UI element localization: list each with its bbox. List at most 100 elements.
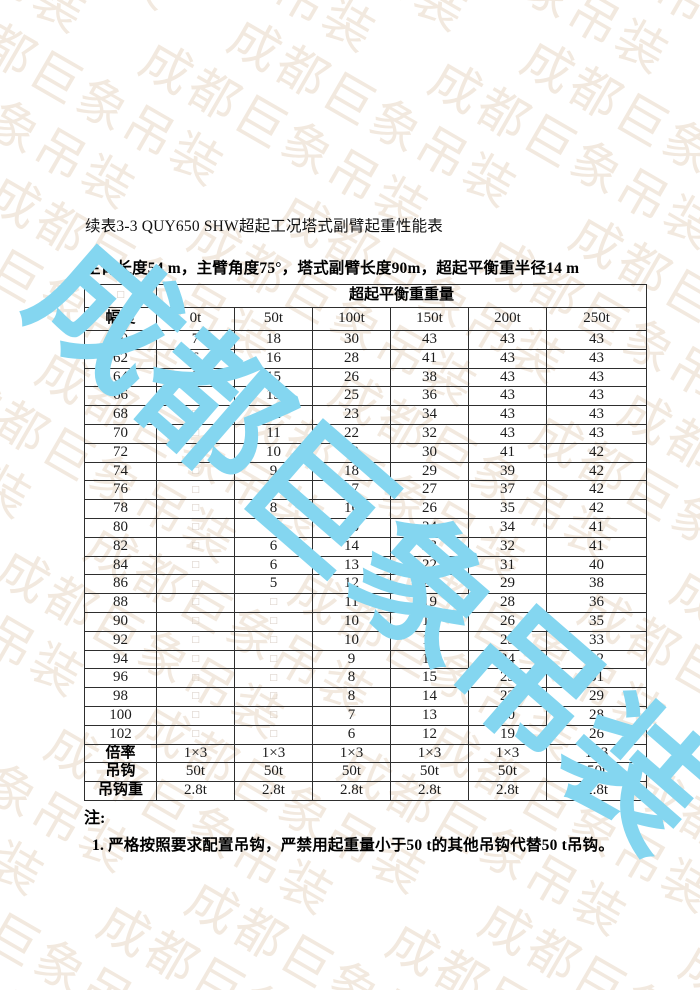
capacity-cell: 16 — [390, 649, 469, 670]
table-row: 82 □ 6 14 23 32 41 — [84, 536, 648, 557]
capacity-cell: 43 — [545, 367, 648, 388]
footer-value-cell: 1×3 — [390, 743, 469, 764]
capacity-cell: □ — [156, 499, 235, 519]
footer-label-cell: 吊钩 — [84, 762, 157, 783]
footer-value-cell: 50t — [156, 762, 235, 783]
col-header-cell: 100t — [312, 307, 391, 331]
capacity-cell: 13 — [312, 555, 391, 576]
table-row: 80 □ 7 15 24 34 41 — [84, 517, 648, 538]
capacity-cell: 18 — [312, 461, 391, 482]
capacity-cell: 19 — [468, 724, 547, 745]
capacity-cell: 28 — [312, 348, 391, 369]
capacity-cell: 12 — [390, 724, 469, 745]
table-row: 90 □ □ 10 18 26 35 — [84, 611, 648, 632]
capacity-cell: □ — [156, 461, 235, 482]
table-row: 62 6 16 28 41 43 43 — [84, 348, 648, 369]
capacity-cell: 29 — [468, 574, 547, 595]
capacity-cell: 30 — [312, 330, 391, 350]
capacity-cell: □ — [156, 555, 235, 576]
footer-value-cell: 50t — [312, 762, 391, 783]
col-header-cell: 0t — [156, 307, 235, 331]
capacity-cell: 15 — [312, 517, 391, 538]
capacity-cell: 24 — [390, 517, 469, 538]
row-radius-cell: 88 — [84, 593, 157, 613]
capacity-cell: 43 — [468, 386, 547, 407]
row-radius-cell: 80 — [84, 517, 157, 538]
row-radius-cell: 62 — [84, 348, 157, 369]
capacity-cell: 29 — [390, 461, 469, 482]
row-radius-cell: 68 — [84, 405, 157, 425]
capacity-cell: 32 — [468, 536, 547, 557]
table-row: 74 □ 9 18 29 39 42 — [84, 461, 648, 482]
capacity-cell: 35 — [545, 611, 648, 632]
row-radius-cell: 84 — [84, 555, 157, 576]
capacity-cell: 10 — [312, 630, 391, 651]
capacity-cell: 25 — [312, 386, 391, 407]
capacity-cell: 15 — [234, 367, 313, 388]
capacity-cell: □ — [234, 705, 313, 726]
capacity-cell: □ — [156, 611, 235, 632]
capacity-cell: 9 — [312, 649, 391, 670]
row-radius-cell: 72 — [84, 442, 157, 463]
capacity-cell: 7 — [312, 705, 391, 726]
capacity-cell: 18 — [390, 611, 469, 632]
col-header-cell: 250t — [545, 307, 648, 331]
capacity-cell: 43 — [390, 330, 469, 350]
table-row: 78 □ 8 16 26 35 42 — [84, 499, 648, 519]
table-row: 84 □ 6 13 22 31 40 — [84, 555, 648, 576]
capacity-cell: 15 — [390, 668, 469, 689]
capacity-cell: 22 — [468, 687, 547, 707]
lifting-capacity-table: □ 超起平衡重重量 幅度 0t 50t 100t 150t 200t 250t 60 7 18… — [84, 284, 648, 801]
table-row: 88 □ □ 11 19 28 36 — [84, 593, 648, 613]
capacity-cell: 22 — [312, 423, 391, 444]
table-row: 92 □ □ 10 17 25 33 — [84, 630, 648, 651]
capacity-cell: 14 — [390, 687, 469, 707]
radius-header-cell: 幅度 — [84, 307, 157, 331]
capacity-cell: □ — [234, 668, 313, 689]
capacity-cell: 20 — [468, 705, 547, 726]
table-row: 98 □ □ 8 14 22 29 — [84, 687, 648, 707]
row-radius-cell: 60 — [84, 330, 157, 350]
capacity-cell: 42 — [545, 480, 648, 501]
capacity-cell: 14 — [312, 536, 391, 557]
capacity-cell: 6 — [312, 724, 391, 745]
capacity-cell: 19 — [390, 593, 469, 613]
table-row: 102 □ □ 6 12 19 26 — [84, 724, 648, 745]
capacity-cell: 23 — [312, 405, 391, 425]
capacity-cell: □ — [156, 423, 235, 444]
capacity-cell: 20 — [390, 574, 469, 595]
row-radius-cell: 82 — [84, 536, 157, 557]
table-row: 96 □ □ 8 15 23 31 — [84, 668, 648, 689]
footer-value-cell: 50t — [390, 762, 469, 783]
row-radius-cell: 74 — [84, 461, 157, 482]
table-row: 100 □ □ 7 13 20 28 — [84, 705, 648, 726]
table-row: 68 □ 12 23 34 43 43 — [84, 405, 648, 425]
capacity-cell: 41 — [468, 442, 547, 463]
row-radius-cell: 90 — [84, 611, 157, 632]
table-row: 94 □ □ 9 16 24 32 — [84, 649, 648, 670]
capacity-cell: 38 — [545, 574, 648, 595]
capacity-cell: 6 — [234, 555, 313, 576]
table-row: □ 超起平衡重重量 — [84, 284, 648, 308]
table-footer-row: 吊钩重 2.8t 2.8t 2.8t 2.8t 2.8t 2.8t — [84, 781, 648, 801]
capacity-cell: □ — [234, 611, 313, 632]
row-radius-cell: 78 — [84, 499, 157, 519]
col-header-cell: 150t — [390, 307, 469, 331]
footer-value-cell: 1×3 — [234, 743, 313, 764]
capacity-cell: 6 — [234, 536, 313, 557]
capacity-cell: 30 — [390, 442, 469, 463]
capacity-cell: 6 — [156, 348, 235, 369]
capacity-cell: 23 — [390, 536, 469, 557]
capacity-cell: □ — [156, 405, 235, 425]
capacity-cell: 34 — [468, 517, 547, 538]
corner-cell: □ — [84, 284, 157, 308]
capacity-cell: □ — [156, 480, 235, 501]
capacity-cell: □ — [156, 649, 235, 670]
capacity-cell: 25 — [468, 630, 547, 651]
capacity-cell: □ — [156, 536, 235, 557]
footer-value-cell: 1×3 — [468, 743, 547, 764]
table-footer-row: 倍率 1×3 1×3 1×3 1×3 1×3 1×3 — [84, 743, 648, 764]
capacity-cell: 41 — [545, 536, 648, 557]
capacity-cell: 8 — [312, 687, 391, 707]
